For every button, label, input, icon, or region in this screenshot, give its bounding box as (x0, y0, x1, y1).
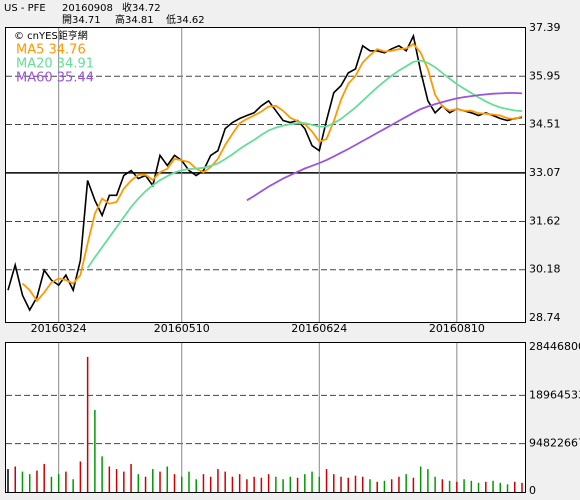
volume-panel (5, 342, 526, 493)
y2-tick-label: 284468000 (529, 340, 580, 353)
y2-tick-label: 0 (529, 484, 536, 497)
price-line (21, 42, 523, 303)
x-tick-label: 20160810 (429, 322, 485, 335)
x-tick-label: 20160324 (31, 322, 87, 335)
price-line (246, 92, 523, 202)
x-tick-label: 20160510 (154, 322, 210, 335)
x-tick-label: 20160624 (291, 322, 347, 335)
low-label: 低34.62 (166, 13, 205, 26)
legend-entry: MA60 35.44 (16, 71, 94, 86)
open-label: 開34.71 (62, 14, 101, 26)
price-line (86, 59, 523, 269)
y-tick-label: 35.95 (529, 69, 561, 82)
y2-tick-label: 94822667 (529, 437, 580, 450)
date: 20160908 (62, 3, 113, 14)
y-tick-label: 30.18 (529, 263, 561, 276)
legend-entry: MA20 34.91 (16, 57, 94, 72)
legend-entry: MA5 34.76 (16, 43, 86, 58)
high-label: 高34.81 (115, 13, 154, 26)
y-tick-label: 33.07 (529, 166, 561, 179)
price-line (7, 33, 523, 312)
source: © cnYES鉅亨網 (14, 29, 88, 42)
y-tick-label: 37.39 (529, 21, 561, 34)
y-tick-label: 34.51 (529, 118, 561, 131)
y2-tick-label: 189645333 (529, 388, 580, 401)
y-tick-label: 28.74 (529, 311, 561, 324)
symbol: US - PFE (4, 3, 46, 14)
close-label: 收34.72 (122, 1, 161, 14)
y-tick-label: 31.62 (529, 214, 561, 227)
